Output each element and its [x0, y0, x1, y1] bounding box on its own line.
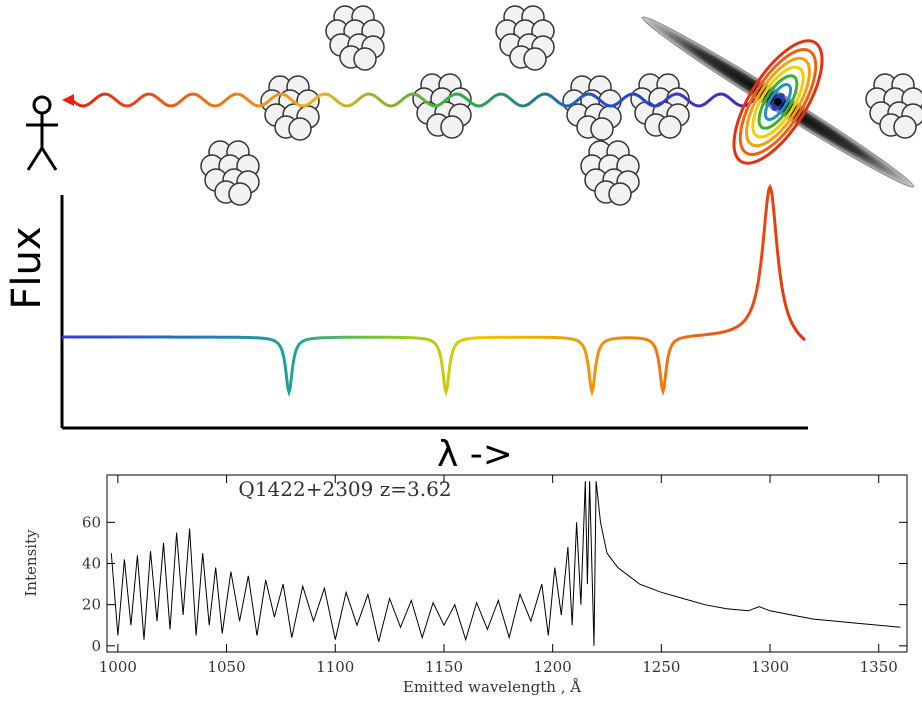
cloud-blob [893, 115, 917, 139]
lambda-label: λ -> [437, 434, 513, 475]
clouds [200, 5, 922, 206]
x-tick-label: 1350 [860, 658, 898, 676]
cloud-blob [658, 115, 682, 139]
cloud [495, 5, 555, 71]
cloud-blob [353, 47, 377, 71]
cloud [630, 73, 690, 139]
observer [26, 95, 58, 171]
y-axis-label: Intensity [22, 529, 40, 597]
cloud [260, 75, 320, 141]
cloud [562, 75, 622, 141]
x-tick-label: 1200 [534, 658, 572, 676]
plot-frame [106, 474, 908, 653]
x-tick-label: 1150 [425, 658, 463, 676]
y-tick-label: 0 [91, 637, 101, 655]
y-tick-label: 20 [82, 596, 101, 614]
chart-title: Q1422+2309 z=3.62 [238, 477, 451, 501]
cloud-blob [228, 182, 252, 206]
cloud-blob [590, 117, 614, 141]
y-tick-label: 40 [82, 555, 101, 573]
flux-label: Flux [4, 226, 50, 309]
cloud-blob [608, 182, 632, 206]
cloud [325, 5, 385, 71]
quasar [641, 16, 915, 188]
y-tick-label: 60 [82, 513, 101, 531]
spectrum-line [110, 481, 901, 646]
x-tick-label: 1300 [751, 658, 789, 676]
cloud [865, 73, 922, 139]
cloud-blob [523, 47, 547, 71]
x-tick-label: 1100 [316, 658, 354, 676]
cloud [412, 73, 472, 139]
cloud [580, 140, 640, 206]
x-tick-label: 1000 [99, 658, 137, 676]
x-tick-label: 1250 [642, 658, 680, 676]
cloud-blob [288, 117, 312, 141]
cloud-blob [440, 115, 464, 139]
cloud [200, 140, 260, 206]
x-axis-label: Emitted wavelength , Å [403, 678, 581, 696]
arrow-head [62, 94, 74, 106]
light-wave [71, 92, 775, 108]
x-tick-label: 1050 [207, 658, 245, 676]
flux-curve [62, 183, 806, 398]
